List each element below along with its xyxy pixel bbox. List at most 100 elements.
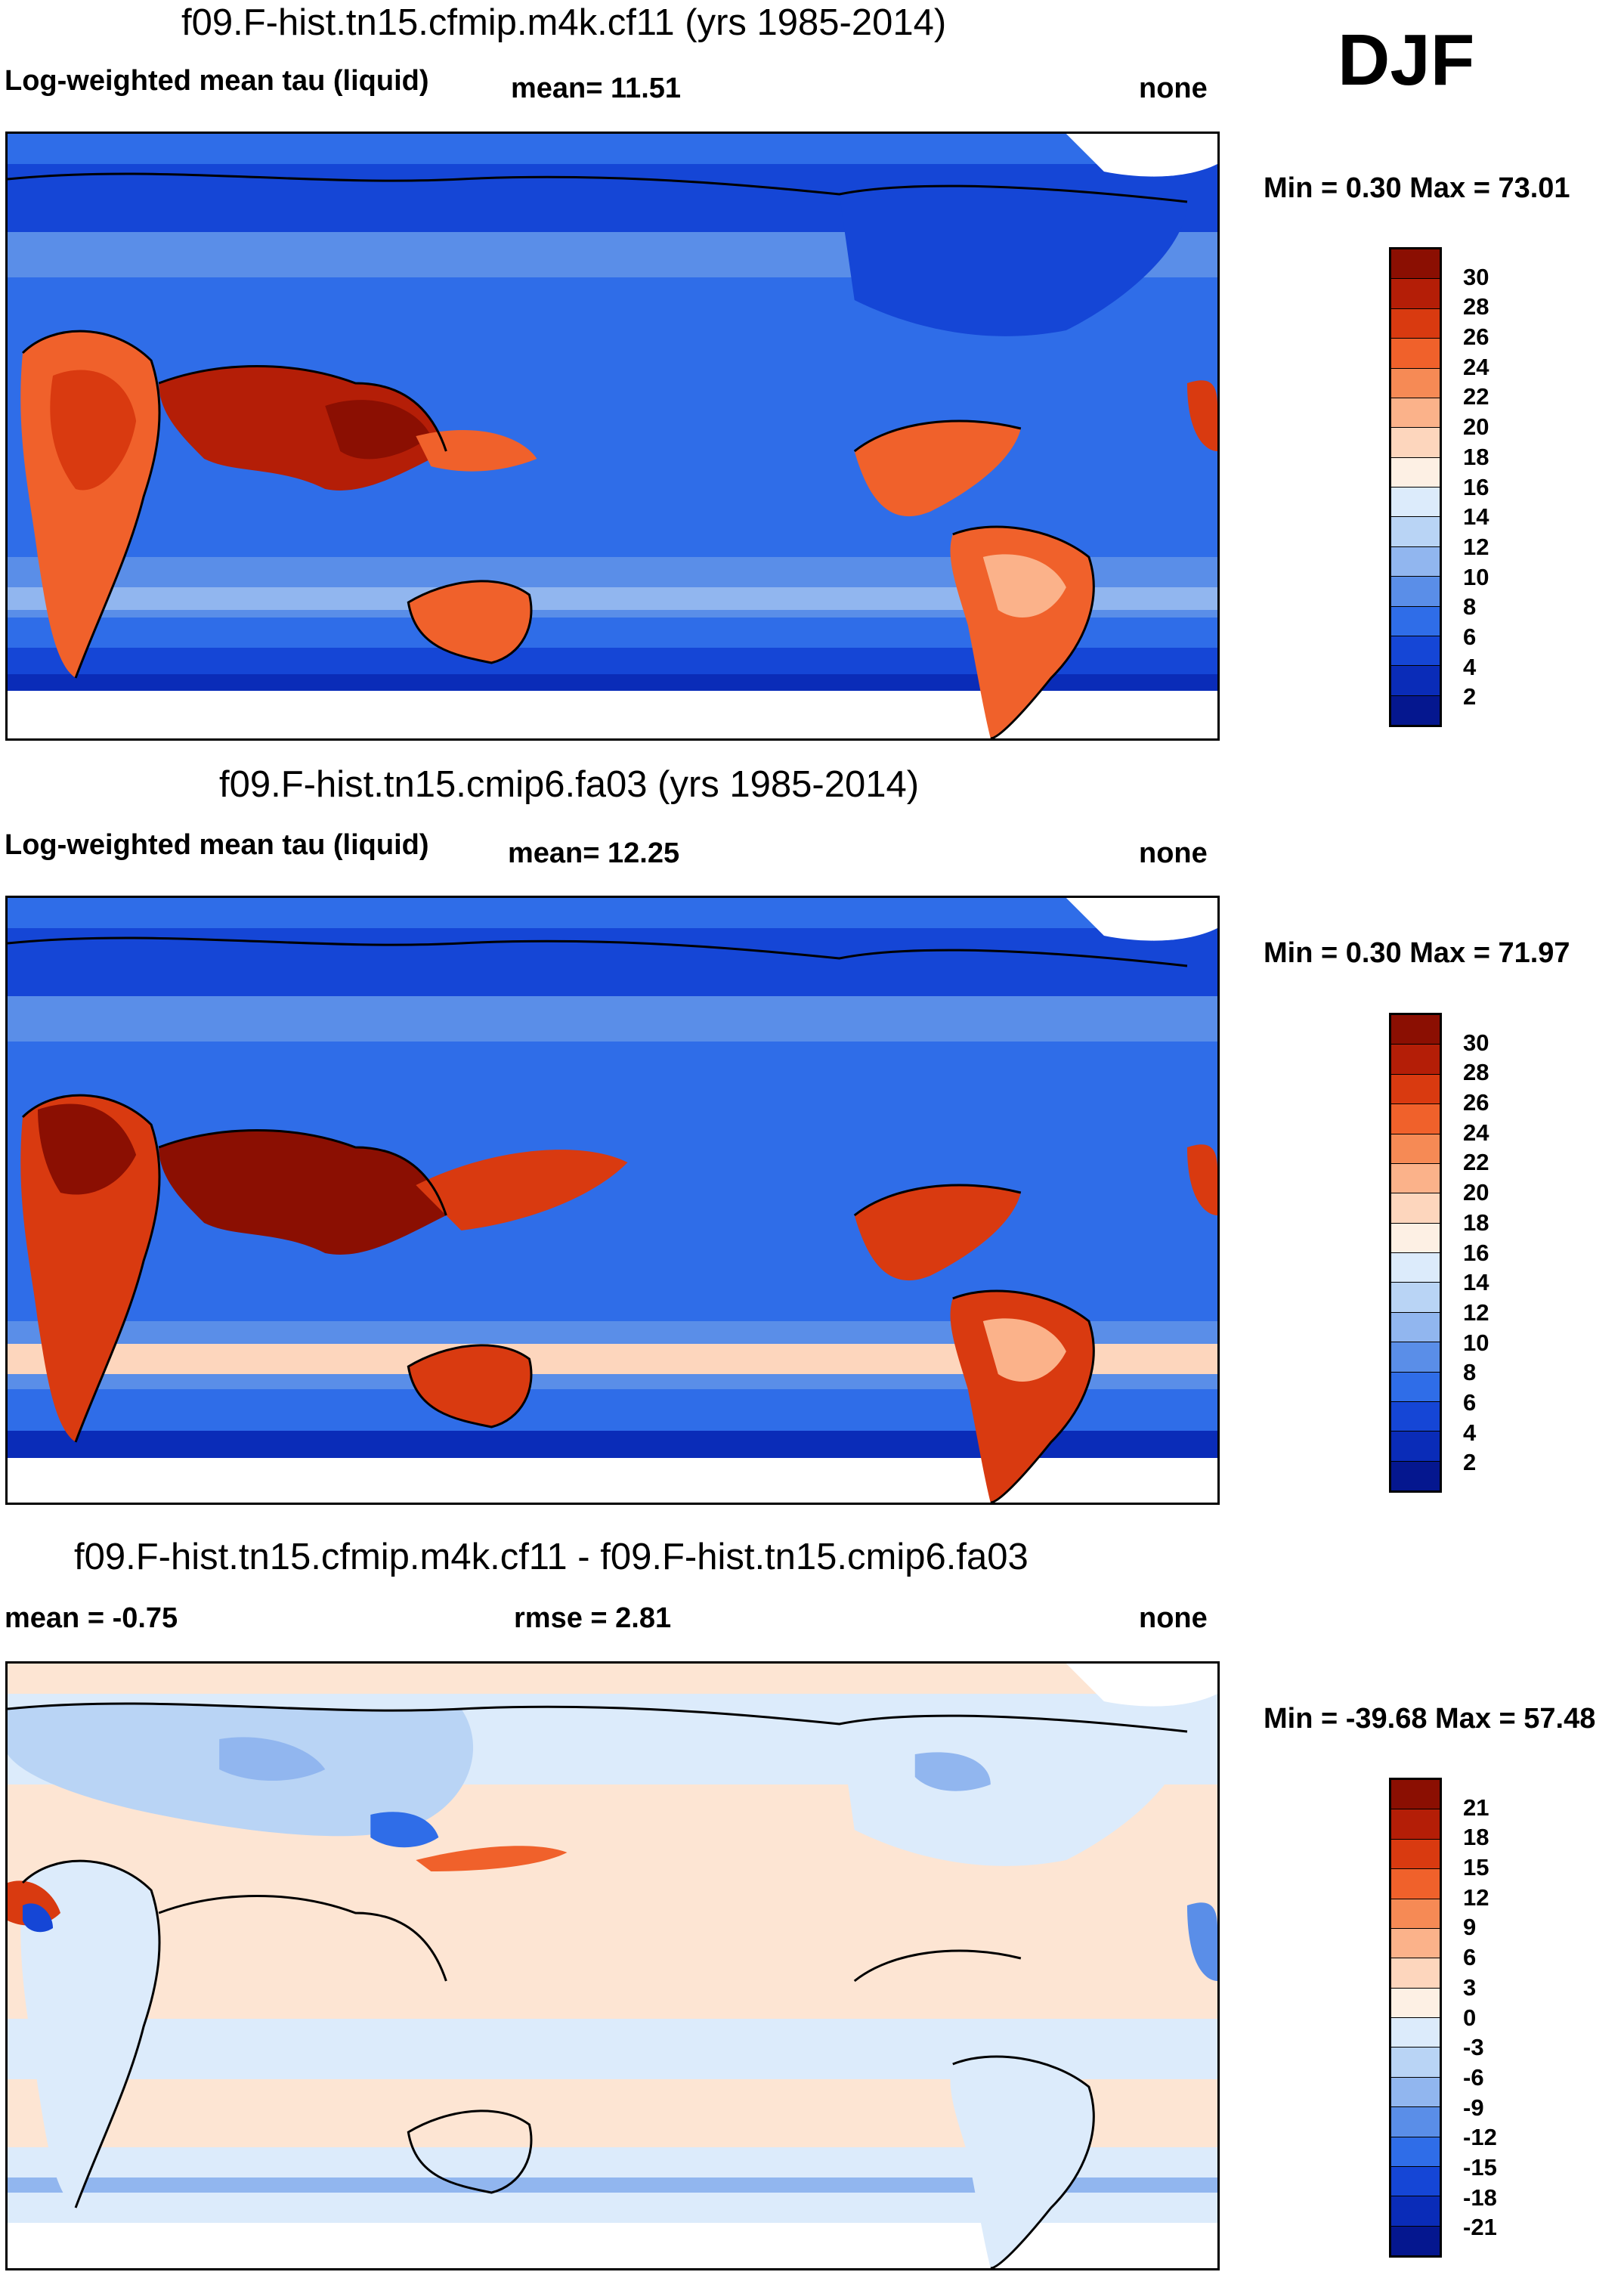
colorbar-bottom [1389,1778,1442,2258]
colorbar-tick-label: -3 [1463,2034,1484,2061]
map-field-top [8,134,1217,738]
colorbar-tick-label: 20 [1463,1179,1489,1206]
colorbar-tick-label: 0 [1463,2004,1477,2031]
colorbar-tick-label: -18 [1463,2184,1497,2211]
colorbar-swatch [1391,279,1440,309]
colorbar-swatch [1391,1928,1440,1959]
colorbar-tick-label: 16 [1463,473,1489,500]
colorbar-tick-label: 28 [1463,293,1489,320]
colorbar-tick-label: 10 [1463,563,1489,590]
colorbar-swatch [1391,546,1440,577]
colorbar-tick-label: 30 [1463,263,1489,290]
colorbar-tick-label: 14 [1463,503,1489,531]
colorbar-swatch [1391,457,1440,488]
colorbar-swatch [1391,1193,1440,1224]
panel-mean-label: mean= 12.25 [508,837,680,869]
season-label: DJF [1338,20,1475,101]
colorbar-tick-label: 18 [1463,1824,1489,1851]
colorbar-swatch [1391,1869,1440,1899]
colorbar-swatch [1391,1074,1440,1105]
map-field-bottom [8,1664,1217,2268]
colorbar-tick-label: 20 [1463,413,1489,441]
panel-title: f09.F-hist.tn15.cfmip.m4k.cf11 (yrs 1985… [181,2,947,43]
colorbar-tick-label: 6 [1463,1944,1477,1971]
panel-rmse-label: rmse = 2.81 [514,1602,672,1634]
colorbar-tick-label: 8 [1463,1359,1477,1386]
colorbar-swatch [1391,666,1440,696]
colorbar-tick-label: 21 [1463,1794,1489,1821]
colorbar-middle [1389,1013,1442,1493]
colorbar-swatch [1391,2226,1440,2255]
colorbar-swatch [1391,577,1440,607]
panel-minmax: Min = 0.30 Max = 71.97 [1264,937,1570,969]
colorbar-tick-label: 12 [1463,533,1489,560]
colorbar-tick-label: -12 [1463,2124,1497,2151]
colorbar-tick-label: 4 [1463,1419,1477,1446]
colorbar-swatch [1391,1283,1440,1313]
colorbar-top [1389,247,1442,727]
panel-title: f09.F-hist.tn15.cfmip.m4k.cf11 - f09.F-h… [74,1537,1029,1577]
colorbar-swatch [1391,636,1440,667]
map-panel-top [5,132,1220,741]
colorbar-tick-label: 9 [1463,1914,1477,1941]
colorbar-tick-label: 24 [1463,1119,1489,1146]
colorbar-swatch [1391,1372,1440,1402]
colorbar-tick-label: 12 [1463,1883,1489,1911]
colorbar-tick-label: 2 [1463,683,1477,710]
panel-variable-label: Log-weighted mean tau (liquid) [5,829,429,861]
colorbar-swatch [1391,488,1440,518]
colorbar-tick-label: 12 [1463,1298,1489,1326]
colorbar-swatch [1391,1312,1440,1343]
colorbar-swatch [1391,1432,1440,1462]
colorbar-tick-label: 4 [1463,653,1477,680]
panel-minmax: Min = 0.30 Max = 73.01 [1264,172,1570,204]
colorbar-swatch [1391,2137,1440,2167]
colorbar-swatch [1391,1958,1440,1989]
colorbar-tick-label: -21 [1463,2214,1497,2241]
colorbar-swatch [1391,1163,1440,1194]
colorbar-swatch [1391,249,1440,280]
colorbar-swatch [1391,1839,1440,1870]
colorbar-tick-label: -6 [1463,2063,1484,2091]
colorbar-swatch [1391,695,1440,725]
panel-mean-label: mean= 11.51 [511,73,682,104]
colorbar-swatch [1391,1780,1440,1810]
colorbar-swatch [1391,2166,1440,2197]
colorbar-tick-label: 22 [1463,1149,1489,1176]
panel-minmax: Min = -39.68 Max = 57.48 [1264,1703,1596,1735]
panel-title: f09.F-hist.tn15.cmip6.fa03 (yrs 1985-201… [219,764,920,805]
colorbar-swatch [1391,1015,1440,1045]
colorbar-tick-label: 3 [1463,1973,1477,2001]
colorbar-swatch [1391,398,1440,429]
colorbar-tick-label: 2 [1463,1449,1477,1476]
colorbar-swatch [1391,1461,1440,1490]
colorbar-tick-label: 22 [1463,383,1489,410]
colorbar-labels-top: 30 28 26 24 22 20 18 16 14 12 10 8 6 4 2 [1463,247,1523,727]
colorbar-tick-label: -15 [1463,2153,1497,2181]
colorbar-tick-label: 18 [1463,1209,1489,1236]
colorbar-tick-label: 14 [1463,1269,1489,1296]
map-panel-bottom [5,1661,1220,2270]
colorbar-tick-label: 8 [1463,593,1477,621]
map-panel-middle [5,896,1220,1505]
colorbar-tick-label: 26 [1463,1089,1489,1116]
colorbar-tick-label: 6 [1463,1388,1477,1416]
colorbar-labels-middle: 30 28 26 24 22 20 18 16 14 12 10 8 6 4 2 [1463,1013,1523,1493]
colorbar-labels-bottom: 21 18 15 12 9 6 3 0 -3 -6 -9 -12 -15 -18 -21 [1463,1778,1523,2258]
colorbar-swatch [1391,1988,1440,2018]
colorbar-swatch [1391,1809,1440,1840]
colorbar-swatch [1391,1342,1440,1373]
colorbar-swatch [1391,1104,1440,1134]
panel-units-label: none [1139,73,1208,104]
colorbar-swatch [1391,517,1440,547]
colorbar-tick-label: 24 [1463,353,1489,380]
colorbar-tick-label: 15 [1463,1854,1489,1881]
colorbar-tick-label: 26 [1463,323,1489,351]
colorbar-swatch [1391,2196,1440,2227]
map-field-middle [8,898,1217,1503]
colorbar-swatch [1391,1253,1440,1283]
panel-units-label: none [1139,1602,1208,1634]
colorbar-swatch [1391,2018,1440,2048]
colorbar-tick-label: 10 [1463,1329,1489,1356]
panel-variable-label: Log-weighted mean tau (liquid) [5,65,429,97]
